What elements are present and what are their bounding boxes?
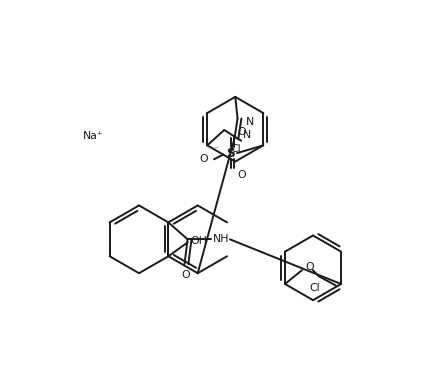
Text: Cl: Cl xyxy=(309,283,320,293)
Text: ⁻: ⁻ xyxy=(213,145,218,154)
Text: OH: OH xyxy=(190,236,207,246)
Text: Cl: Cl xyxy=(230,144,241,154)
Text: O: O xyxy=(237,127,246,137)
Text: S: S xyxy=(227,147,235,160)
Text: N: N xyxy=(246,116,254,127)
Text: Na⁺: Na⁺ xyxy=(83,131,103,141)
Text: O: O xyxy=(199,154,207,164)
Text: O: O xyxy=(305,262,314,272)
Text: NH: NH xyxy=(213,234,230,244)
Text: O: O xyxy=(237,170,246,180)
Text: O: O xyxy=(181,270,190,280)
Text: N: N xyxy=(243,130,251,140)
